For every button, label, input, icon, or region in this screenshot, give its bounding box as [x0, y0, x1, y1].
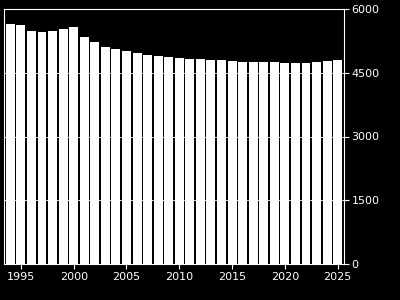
Bar	[101, 47, 110, 264]
Bar	[132, 53, 142, 264]
Bar	[228, 61, 236, 264]
Bar	[59, 28, 68, 264]
Bar	[80, 37, 89, 264]
Bar	[238, 62, 247, 264]
Bar	[259, 62, 268, 264]
Bar	[302, 63, 310, 264]
Bar	[38, 32, 46, 264]
Bar	[69, 27, 78, 264]
Bar	[249, 62, 258, 264]
Bar	[48, 31, 57, 264]
Bar	[185, 59, 194, 264]
Bar	[217, 60, 226, 264]
Bar	[6, 24, 15, 264]
Bar	[90, 42, 99, 264]
Bar	[27, 31, 36, 264]
Bar	[122, 51, 131, 264]
Bar	[280, 63, 289, 264]
Bar	[270, 62, 279, 264]
Bar	[175, 58, 184, 264]
Bar	[291, 63, 300, 264]
Bar	[312, 62, 321, 264]
Bar	[323, 61, 332, 264]
Bar	[112, 49, 120, 264]
Bar	[143, 55, 152, 264]
Bar	[154, 56, 163, 264]
Bar	[333, 60, 342, 264]
Bar	[196, 59, 205, 264]
Bar	[164, 57, 173, 264]
Bar	[16, 25, 25, 264]
Bar	[206, 60, 216, 264]
